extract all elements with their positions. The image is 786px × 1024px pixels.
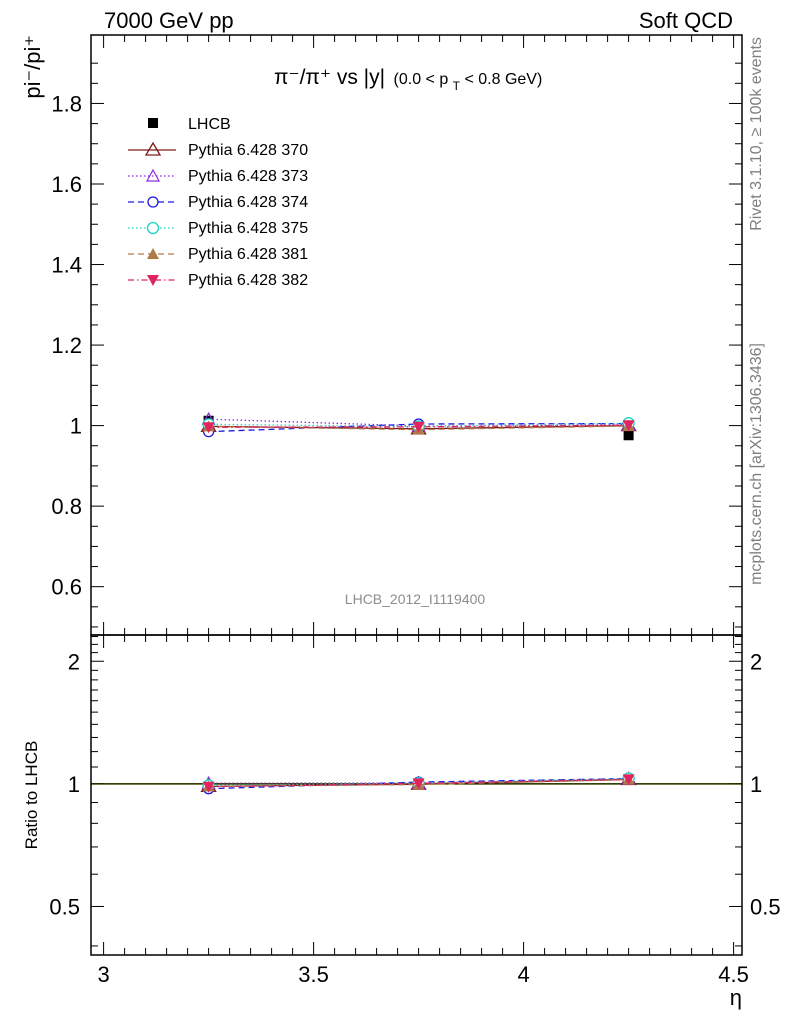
legend-label-373: Pythia 6.428 373 [188,168,308,185]
ratio-line-382 [208,778,629,788]
ratio-y-tick-label: 0.5 [49,894,80,919]
plot-title: π⁻/π⁺ vs |y| (0.0 < p T < 0.8 GeV) [274,66,542,94]
legend-label-382: Pythia 6.428 382 [188,272,308,289]
title-cut: (0.0 < p [394,71,449,88]
main-y-tick-label: 1.4 [51,253,82,278]
main-line-382 [208,424,629,428]
ratio-point-382 [622,774,635,786]
ratio-y-tick-label-right: 2 [750,649,762,674]
legend-entry-382: Pythia 6.428 382 [128,272,308,289]
x-tick-label: 4 [517,962,529,987]
main-point-382 [622,420,635,432]
main-y-tick-label: 1.2 [51,333,82,358]
main-ylabel: pi⁻/pi⁺ [20,35,45,99]
x-tick-label: 4.5 [718,962,749,987]
legend-marker-382 [147,275,159,286]
header-left: 7000 GeV pp [104,8,234,33]
main-point-382 [412,421,425,433]
legend-marker-373 [145,168,161,182]
legend-marker-370 [144,141,162,156]
legend-entry-373: Pythia 6.428 373 [128,168,308,185]
xlabel: η [730,985,742,1010]
legend-entry-375: Pythia 6.428 375 [128,220,308,237]
main-y-tick-label: 0.6 [51,575,82,600]
x-tick-label: 3.5 [298,962,329,987]
ratio-point-382 [202,781,215,793]
legend-entry-381: Pythia 6.428 381 [128,246,308,263]
legend-label-370: Pythia 6.428 370 [188,142,308,159]
ratio-y-tick-label-right: 1 [750,772,762,797]
legend-marker-lhcb [148,118,158,128]
main-y-tick-label: 1 [70,414,82,439]
main-y-tick-label: 1.6 [51,172,82,197]
title-main: π⁻/π⁺ vs |y| [274,66,385,89]
main-point-382 [202,422,215,434]
rivet-note: Rivet 3.1.10, ≥ 100k events [748,37,765,231]
x-tick-label: 3 [97,962,109,987]
legend-label-374: Pythia 6.428 374 [188,194,308,211]
legend-entry-370: Pythia 6.428 370 [128,141,308,159]
ratio-y-tick-label: 1 [68,772,80,797]
legend-marker-375 [146,221,160,235]
legend-marker-381 [147,248,159,259]
title-cut-end: < 0.8 GeV) [464,71,542,88]
main-point-lhcb [623,430,634,441]
ratio-frame [90,634,743,956]
legend-entry-374: Pythia 6.428 374 [128,194,308,211]
legend-marker-374 [147,196,159,208]
main-y-tick-label: 1.8 [51,91,82,116]
legend: LHCB Pythia 6.428 370 Pythia 6.428 373 P… [128,116,308,289]
legend-label-375: Pythia 6.428 375 [188,220,308,237]
ratio-point-382 [412,778,425,790]
ratio-ylabel: Ratio to LHCB [22,741,41,850]
legend-entry-lhcb: LHCB [148,116,231,133]
header-right: Soft QCD [639,8,733,33]
title-cut-sub: T [453,79,461,93]
chart-content: 3 3.5 4 4.5 0.6 0.8 1 1.2 1.4 1.6 1.8 0.5 0.5 1 1 2 2 [49,34,781,987]
ratio-y-tick-label-right: 0.5 [750,894,781,919]
ratio-y-tick-label: 2 [68,649,80,674]
main-y-tick-label: 0.8 [51,494,82,519]
legend-label-lhcb: LHCB [188,116,231,133]
legend-label-381: Pythia 6.428 381 [188,246,308,263]
mcplots-note: mcplots.cern.ch [arXiv:1306.3436] [748,343,765,585]
analysis-watermark: LHCB_2012_I1119400 [345,591,486,607]
